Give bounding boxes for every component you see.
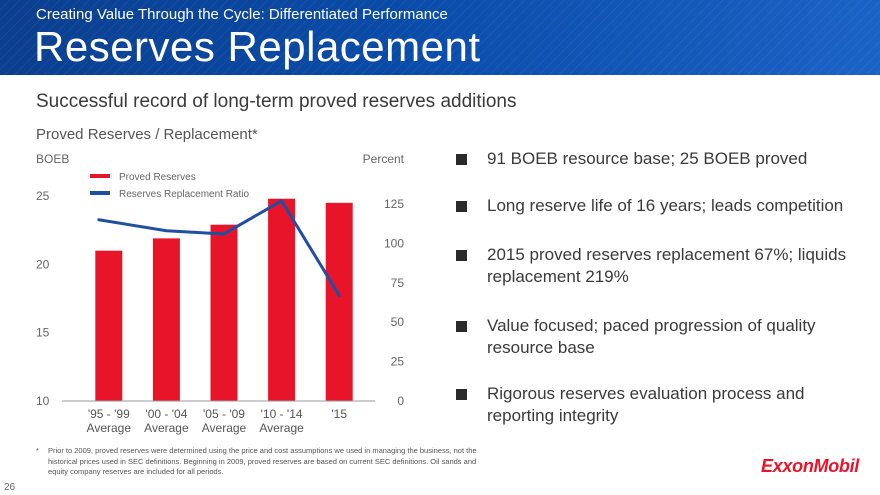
left-tick-label: 15 xyxy=(36,326,50,340)
x-tick-label: '05 - '09 xyxy=(203,407,245,421)
bullet-text: 91 BOEB resource base; 25 BOEB proved xyxy=(487,149,808,168)
ratio-point xyxy=(165,229,168,232)
ratio-point xyxy=(338,294,341,297)
bullet-item: Value focused; paced progression of qual… xyxy=(454,315,847,359)
bullet-square-icon xyxy=(456,154,467,165)
x-tick-label: '00 - '04 xyxy=(145,407,187,421)
bar-proved-reserves xyxy=(95,250,123,401)
bar-proved-reserves xyxy=(268,198,296,401)
legend-label-replacement-ratio: Reserves Replacement Ratio xyxy=(119,189,249,200)
left-tick-label: 25 xyxy=(36,189,50,203)
bullet-text: Value focused; paced progression of qual… xyxy=(487,316,816,357)
bullet-item: 2015 proved reserves replacement 67%; li… xyxy=(454,244,847,288)
page-subtitle: Successful record of long-term proved re… xyxy=(36,91,517,112)
bullet-square-icon xyxy=(456,321,467,332)
x-tick-label: '10 - '14 xyxy=(261,407,303,421)
bullet-text: Long reserve life of 16 years; leads com… xyxy=(487,196,844,215)
legend-label-proved-reserves: Proved Reserves xyxy=(119,172,196,183)
bar-proved-reserves xyxy=(210,224,238,401)
x-tick-sublabel: Average xyxy=(87,421,132,435)
page-title: Reserves Replacement xyxy=(34,23,481,70)
ratio-point xyxy=(280,199,283,203)
bullet-item: Long reserve life of 16 years; leads com… xyxy=(454,195,843,217)
x-tick-sublabel: Average xyxy=(202,421,247,435)
header-banner: Creating Value Through the Cycle: Differ… xyxy=(0,0,880,75)
ratio-point xyxy=(222,232,226,236)
bar-proved-reserves xyxy=(325,202,353,401)
x-tick-sublabel: Average xyxy=(259,421,304,435)
bullet-square-icon xyxy=(456,201,467,212)
right-tick-label: 125 xyxy=(384,197,404,211)
right-axis-label: Percent xyxy=(363,152,405,166)
right-tick-label: 100 xyxy=(384,236,404,250)
header-pattern xyxy=(0,0,880,75)
bullet-square-icon xyxy=(456,250,467,261)
header-supertitle: Creating Value Through the Cycle: Differ… xyxy=(36,6,448,23)
footnote-text: Prior to 2009, proved reserves were dete… xyxy=(48,446,477,476)
bullet-item: Rigorous reserves evaluation process and… xyxy=(454,383,857,427)
ratio-point xyxy=(97,218,101,221)
x-tick-label: '15 xyxy=(331,407,347,421)
right-tick-label: 75 xyxy=(391,276,405,290)
left-tick-label: 10 xyxy=(36,394,50,408)
chart-title: Proved Reserves / Replacement* xyxy=(36,126,258,143)
left-tick-label: 20 xyxy=(36,257,50,271)
bullet-text: 2015 proved reserves replacement 67%; li… xyxy=(487,245,847,286)
bullet-item: 91 BOEB resource base; 25 BOEB proved xyxy=(454,148,807,170)
reserves-chart: BOEB Percent 10 15 20 25 0 25 50 75 100 125 '95 - '9… xyxy=(36,152,405,435)
bullet-square-icon xyxy=(456,389,467,400)
exxonmobil-logo: ExxonMobil xyxy=(761,456,860,476)
page-number: 26 xyxy=(4,482,16,493)
bar-proved-reserves xyxy=(152,238,180,401)
footnote-mark: * xyxy=(36,446,39,455)
x-tick-sublabel: Average xyxy=(144,421,189,435)
bullet-text: Rigorous reserves evaluation process and… xyxy=(487,384,805,425)
left-axis-label: BOEB xyxy=(36,152,69,166)
x-tick-label: '95 - '99 xyxy=(88,407,130,421)
right-tick-label: 25 xyxy=(391,355,405,369)
right-tick-label: 0 xyxy=(397,394,404,408)
right-tick-label: 50 xyxy=(391,315,405,329)
footnote: * Prior to 2009, proved reserves were de… xyxy=(36,446,486,478)
